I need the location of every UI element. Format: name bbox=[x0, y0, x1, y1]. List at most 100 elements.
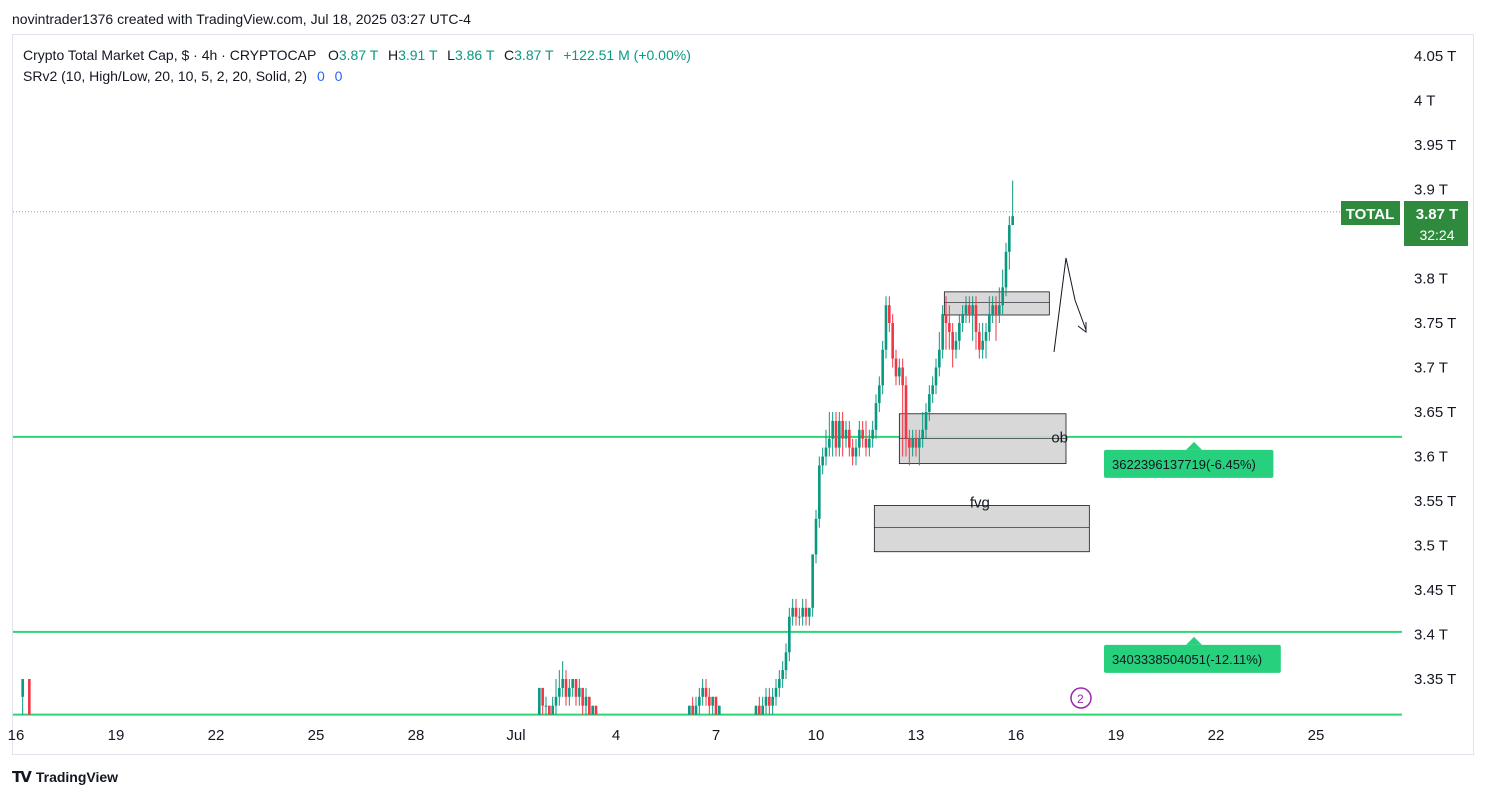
y-tick-label: 3.55 T bbox=[1414, 493, 1456, 510]
candle bbox=[848, 420, 851, 457]
candle-body bbox=[548, 705, 551, 715]
candle bbox=[991, 296, 994, 323]
symbol-legend-row[interactable]: Crypto Total Market Cap, $ · 4h · CRYPTO… bbox=[23, 45, 691, 66]
symbol-badge-label: TOTAL bbox=[1346, 206, 1395, 223]
candle bbox=[758, 696, 761, 715]
y-tick-label: 3.65 T bbox=[1414, 404, 1456, 421]
candle bbox=[888, 296, 891, 332]
candle bbox=[694, 696, 698, 715]
candle bbox=[584, 687, 588, 715]
candle bbox=[841, 412, 844, 457]
indicator-label: SRv2 (10, High/Low, 20, 10, 5, 2, 20, So… bbox=[23, 68, 308, 84]
chart-legend: Crypto Total Market Cap, $ · 4h · CRYPTO… bbox=[23, 45, 691, 87]
candle-body bbox=[704, 687, 708, 697]
candle bbox=[754, 705, 758, 715]
zone-label-ob: ob bbox=[1051, 430, 1068, 447]
y-tick-label: 4 T bbox=[1414, 93, 1435, 110]
y-tick-label: 3.9 T bbox=[1414, 182, 1448, 199]
candle-body bbox=[881, 349, 884, 386]
candle-body bbox=[808, 607, 811, 617]
y-tick-label: 3.7 T bbox=[1414, 360, 1448, 377]
candle-body bbox=[988, 314, 991, 332]
candle-body bbox=[841, 420, 844, 439]
drawings-layer: 2 bbox=[1053, 257, 1092, 709]
candle-body bbox=[878, 385, 881, 404]
candle-body bbox=[908, 438, 911, 448]
candle-body bbox=[941, 314, 944, 350]
candle bbox=[941, 305, 944, 359]
candle bbox=[831, 412, 834, 457]
level-label-box bbox=[1104, 644, 1281, 673]
candle bbox=[21, 679, 24, 715]
candle-body bbox=[891, 323, 894, 359]
levels-layer: 3622396137719(-6.45%) 3403338504051(-12.1… bbox=[13, 435, 1402, 716]
candle-body bbox=[578, 687, 581, 697]
candle bbox=[954, 331, 958, 359]
level-label-pointer bbox=[1186, 636, 1202, 645]
change-value: +122.51 M (+0.00%) bbox=[563, 47, 691, 63]
candle-body bbox=[811, 554, 814, 608]
candle bbox=[804, 598, 808, 626]
candle bbox=[878, 376, 881, 412]
chart-panel[interactable] bbox=[12, 34, 1474, 755]
candle-body bbox=[1001, 287, 1004, 306]
candle-body bbox=[1008, 225, 1011, 252]
candle bbox=[914, 429, 918, 457]
candle bbox=[574, 679, 578, 706]
y-tick-label: 4.05 T bbox=[1414, 48, 1456, 65]
candle-body bbox=[944, 314, 948, 323]
x-tick-label: 7 bbox=[712, 727, 720, 744]
candle bbox=[711, 696, 714, 715]
candle bbox=[704, 679, 708, 706]
candle bbox=[1011, 180, 1014, 226]
candle bbox=[691, 696, 694, 715]
candle-body bbox=[708, 696, 711, 706]
close-value: 3.87 T bbox=[514, 47, 554, 63]
candle bbox=[868, 429, 871, 457]
candle-body bbox=[884, 305, 888, 350]
candle bbox=[794, 598, 798, 626]
candle-body bbox=[791, 607, 794, 617]
candle bbox=[998, 287, 1001, 323]
candle bbox=[791, 598, 794, 626]
candle-body bbox=[788, 616, 791, 653]
candle bbox=[714, 696, 718, 715]
x-tick-label: 19 bbox=[1108, 727, 1125, 744]
candle-body bbox=[984, 331, 988, 341]
candle bbox=[948, 305, 951, 350]
indicator-value-2: 0 bbox=[334, 68, 343, 84]
candle bbox=[924, 403, 928, 439]
candle bbox=[564, 670, 568, 706]
candle bbox=[864, 420, 868, 457]
candle-body bbox=[778, 679, 781, 688]
candle bbox=[588, 696, 591, 715]
candle-body bbox=[911, 438, 914, 448]
candle-body bbox=[844, 429, 848, 439]
price-badge-box bbox=[1404, 201, 1468, 246]
price-badge-value: 3.87 T bbox=[1416, 206, 1459, 223]
candle bbox=[828, 412, 831, 457]
candle bbox=[688, 705, 691, 715]
candle-body bbox=[698, 696, 701, 706]
candle-body bbox=[804, 607, 808, 617]
candle bbox=[851, 438, 854, 466]
tradingview-logo[interactable]: 𝗧𝗩 TradingView bbox=[12, 768, 118, 786]
candle bbox=[1001, 269, 1004, 315]
candle-body bbox=[581, 687, 584, 706]
tradingview-logo-icon: 𝗧𝗩 bbox=[12, 769, 32, 786]
candle-body bbox=[968, 305, 971, 315]
level-label-text: 3622396137719(-6.45%) bbox=[1112, 457, 1256, 472]
candle bbox=[844, 420, 848, 448]
candle-body bbox=[691, 705, 694, 715]
attribution: novintrader1376 created with TradingView… bbox=[12, 11, 471, 27]
indicator-legend-row[interactable]: SRv2 (10, High/Low, 20, 10, 5, 2, 20, So… bbox=[23, 66, 691, 87]
candle-body bbox=[914, 438, 918, 448]
candle-body bbox=[694, 705, 698, 715]
candle bbox=[958, 314, 961, 350]
x-tick-label: 16 bbox=[8, 727, 25, 744]
candle bbox=[768, 687, 771, 715]
candle bbox=[788, 607, 791, 662]
candle-body bbox=[974, 305, 978, 332]
open-label: O bbox=[327, 47, 339, 63]
